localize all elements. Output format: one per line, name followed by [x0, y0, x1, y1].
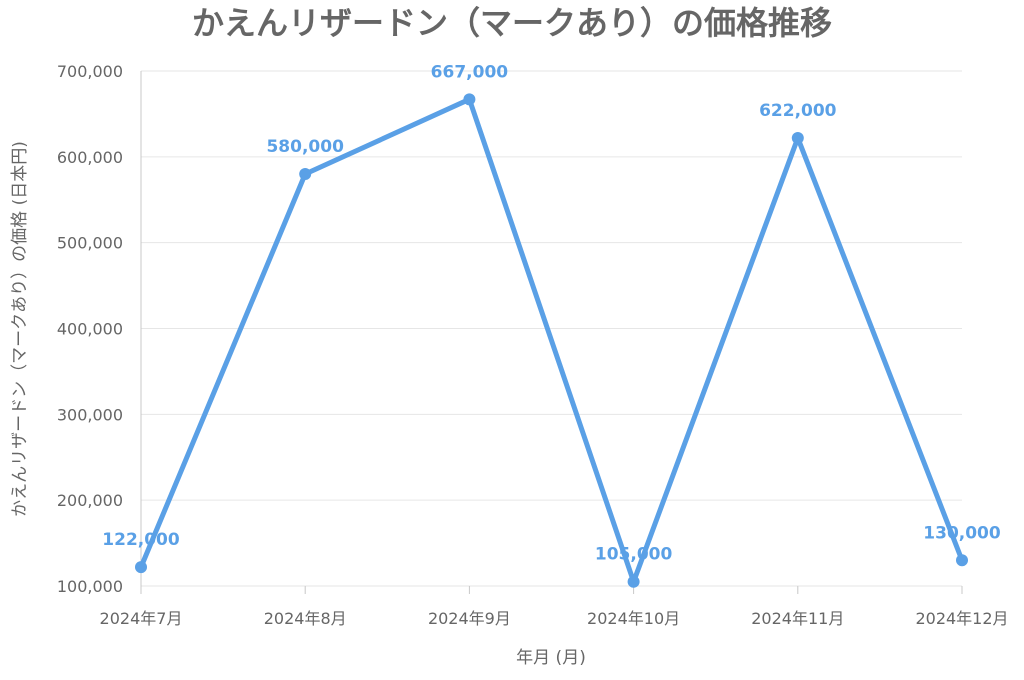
- x-tick-label: 2024年7月: [100, 609, 183, 628]
- y-tick-label: 300,000: [57, 405, 123, 424]
- data-point: [463, 93, 476, 106]
- axis-layer: [140, 71, 963, 594]
- y-axis-title: かえんリザードン（マークあり）の価格 (日本円): [10, 141, 30, 517]
- y-tick-label: 600,000: [57, 148, 123, 167]
- series-line: [138, 96, 965, 585]
- data-label: 130,000: [923, 523, 1001, 543]
- y-tick-label: 400,000: [57, 320, 123, 339]
- data-label: 122,000: [102, 530, 180, 550]
- x-tick-labels: 2024年7月 2024年8月 2024年9月 2024年10月 2024年11月 202…: [100, 609, 1009, 628]
- data-point: [299, 168, 312, 180]
- data-point: [791, 131, 804, 144]
- x-tick-label: 2024年9月: [428, 609, 511, 628]
- x-tick-label: 2024年11月: [751, 609, 844, 628]
- data-label: 622,000: [759, 101, 837, 121]
- data-point: [135, 561, 147, 574]
- chart-title: かえんリザードン（マークあり）の価格推移: [192, 4, 832, 42]
- x-tick-label: 2024年10月: [587, 609, 680, 628]
- y-tick-label: 200,000: [57, 491, 123, 510]
- data-labels: 122,000 580,000 667,000 105,000 622,000 130,0…: [102, 62, 1001, 564]
- grid-layer: [141, 70, 962, 587]
- data-point: [627, 575, 640, 588]
- data-label: 667,000: [431, 62, 509, 82]
- data-label: 580,000: [266, 137, 344, 157]
- y-tick-label: 500,000: [57, 234, 123, 253]
- x-axis-title: 年月 (月): [516, 648, 586, 668]
- data-label: 105,000: [595, 545, 673, 565]
- x-tick-label: 2024年12月: [915, 609, 1008, 628]
- x-tick-label: 2024年8月: [264, 609, 347, 628]
- y-tick-label: 100,000: [57, 577, 123, 596]
- data-point: [956, 554, 968, 567]
- y-tick-label: 700,000: [57, 62, 123, 81]
- series-layer: [135, 93, 968, 588]
- y-tick-labels: 100,000 200,000 300,000 400,000 500,000 600,0…: [57, 62, 123, 596]
